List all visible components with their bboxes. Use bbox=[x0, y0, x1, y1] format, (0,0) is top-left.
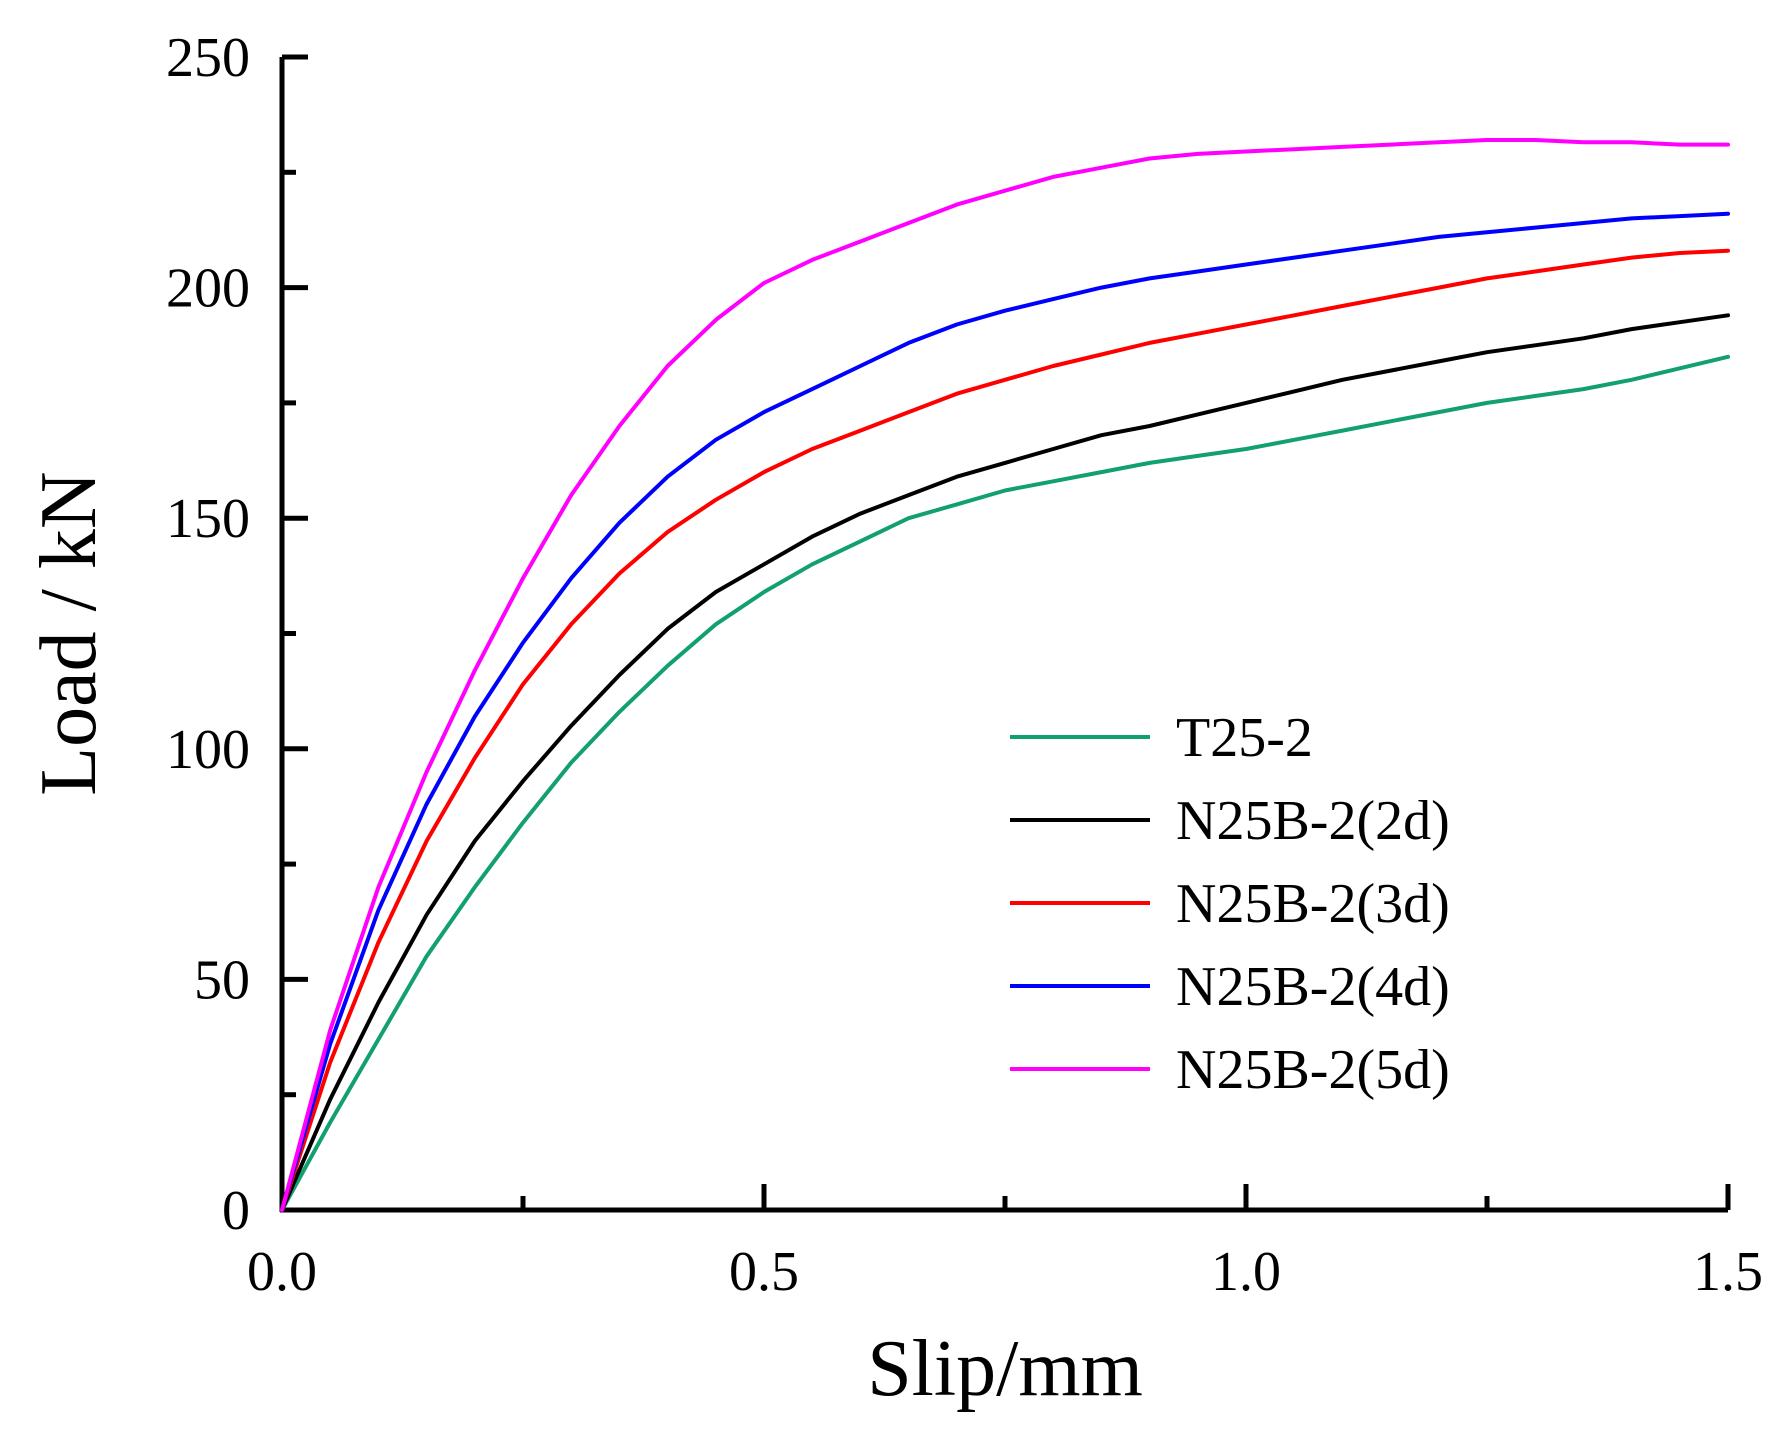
legend-label-3: N25B-2(4d) bbox=[1176, 956, 1450, 1018]
y-axis-title: Load / kN bbox=[25, 471, 113, 795]
series-line-1 bbox=[280, 313, 1730, 1212]
series-line-2 bbox=[280, 248, 1730, 1212]
x-tick-label: 0.5 bbox=[729, 1241, 799, 1303]
series-lines bbox=[280, 138, 1730, 1212]
y-tick-label: 250 bbox=[166, 27, 250, 89]
ticks: 0 50 100 150 200 250 0.0 0.5 1.0 1.5 bbox=[166, 27, 1763, 1303]
legend-label-1: N25B-2(2d) bbox=[1176, 790, 1450, 852]
series-line-4 bbox=[280, 138, 1730, 1212]
legend-label-2: N25B-2(3d) bbox=[1176, 873, 1450, 935]
x-tick-label: 1.5 bbox=[1693, 1241, 1763, 1303]
legend-label-4: N25B-2(5d) bbox=[1176, 1039, 1450, 1101]
y-tick-label: 200 bbox=[166, 258, 250, 320]
y-tick-label: 150 bbox=[166, 488, 250, 550]
series-line-3 bbox=[280, 211, 1730, 1212]
y-tick-label: 100 bbox=[166, 719, 250, 781]
y-tick-label: 50 bbox=[194, 949, 250, 1011]
x-axis-title: Slip/mm bbox=[867, 1325, 1143, 1413]
legend-label-0: T25-2 bbox=[1176, 707, 1313, 769]
series-line-0 bbox=[280, 354, 1730, 1212]
x-tick-label: 1.0 bbox=[1211, 1241, 1281, 1303]
x-tick-label: 0.0 bbox=[247, 1241, 317, 1303]
y-tick-label: 0 bbox=[222, 1180, 250, 1242]
legend: T25-2 N25B-2(2d) N25B-2(3d) N25B-2(4d) N25B-… bbox=[1010, 707, 1450, 1101]
